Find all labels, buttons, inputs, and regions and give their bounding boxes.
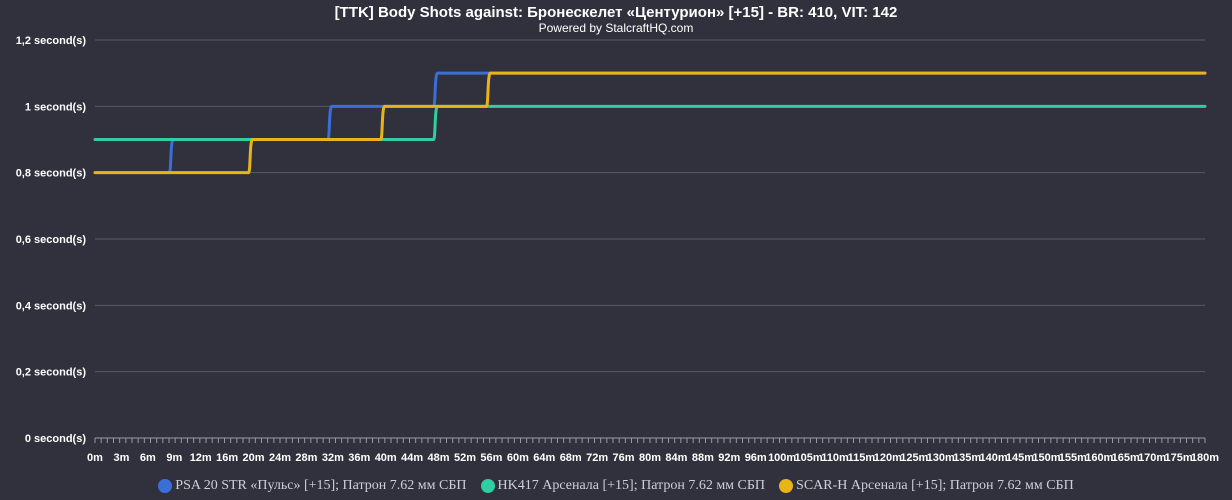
x-tick-label: 56m	[480, 452, 502, 464]
x-tick-label: 92m	[718, 452, 740, 464]
y-tick-label: 0,6 second(s)	[16, 234, 87, 246]
x-tick-label: 155m	[1059, 452, 1087, 464]
x-tick-label: 110m	[821, 452, 849, 464]
chart-title: [TTK] Body Shots against: Бронескелет «Ц…	[334, 4, 898, 21]
x-tick-label: 32m	[322, 452, 344, 464]
x-tick-label: 140m	[980, 452, 1008, 464]
legend-label: PSA 20 STR «Пульс» [+15]; Патрон 7.62 мм…	[175, 478, 467, 493]
legend-label: HK417 Арсенала [+15]; Патрон 7.62 мм СБП	[497, 478, 766, 493]
x-tick-label: 125m	[900, 452, 928, 464]
x-tick-label: 175m	[1165, 452, 1193, 464]
x-tick-label: 12m	[190, 452, 212, 464]
y-tick-label: 0 second(s)	[25, 433, 86, 445]
x-tick-label: 40m	[375, 452, 397, 464]
x-tick-label: 76m	[613, 452, 635, 464]
x-tick-label: 135m	[953, 452, 981, 464]
x-tick-label: 115m	[848, 452, 876, 464]
x-tick-label: 84m	[665, 452, 687, 464]
x-axis: 0m 3m 6m 9m 12m 16m 20m 24m 28m 32m 36m 40m 44m 48m 52…	[87, 438, 1219, 464]
x-tick-label: 88m	[692, 452, 714, 464]
series-layer	[93, 71, 1207, 175]
y-tick-label: 1,2 second(s)	[16, 35, 87, 47]
x-tick-label: 170m	[1138, 452, 1166, 464]
x-tick-label: 150m	[1032, 452, 1060, 464]
x-tick-label: 160m	[1085, 452, 1113, 464]
x-tick-label: 96m	[745, 452, 767, 464]
x-tick-label: 72m	[586, 452, 608, 464]
x-tick-label: 100m	[768, 452, 796, 464]
legend-swatch	[779, 479, 794, 493]
series-line-3[interactable]	[93, 71, 1207, 175]
x-tick-label: 145m	[1006, 452, 1034, 464]
legend: PSA 20 STR «Пульс» [+15]; Патрон 7.62 мм…	[0, 476, 1232, 496]
y-tick-label: 0,8 second(s)	[16, 168, 87, 180]
x-tick-label: 36m	[348, 452, 370, 464]
x-tick-label: 20m	[243, 452, 265, 464]
x-tick-label: 9m	[166, 452, 182, 464]
x-tick-label: 44m	[401, 452, 423, 464]
chart-subtitle: Powered by StalcraftHQ.com	[538, 21, 694, 35]
x-tick-label: 80m	[639, 452, 661, 464]
series-line-1[interactable]	[93, 71, 1207, 175]
legend-item[interactable]: HK417 Арсенала [+15]; Патрон 7.62 мм СБП	[480, 478, 766, 494]
x-tick-label: 68m	[560, 452, 582, 464]
x-tick-label: 180m	[1191, 452, 1219, 464]
legend-swatch	[158, 479, 173, 493]
x-tick-label: 48m	[428, 452, 450, 464]
x-tick-label: 52m	[454, 452, 476, 464]
y-tick-label: 0,4 second(s)	[16, 300, 87, 312]
y-tick-label: 0,2 second(s)	[16, 367, 87, 379]
legend-item[interactable]: PSA 20 STR «Пульс» [+15]; Патрон 7.62 мм…	[158, 478, 467, 494]
x-tick-label: 3m	[113, 452, 129, 464]
x-tick-label: 16m	[216, 452, 238, 464]
x-tick-label: 130m	[927, 452, 955, 464]
x-tick-label: 165m	[1112, 452, 1140, 464]
x-tick-label: 60m	[507, 452, 529, 464]
x-tick-label: 28m	[295, 452, 317, 464]
legend-label: SCAR-H Арсенала [+15]; Патрон 7.62 мм СБ…	[796, 478, 1074, 493]
x-tick-label: 64m	[533, 452, 555, 464]
legend-item[interactable]: SCAR-H Арсенала [+15]; Патрон 7.62 мм СБ…	[779, 478, 1074, 494]
y-tick-label: 1 second(s)	[25, 101, 86, 113]
series-line-2[interactable]	[93, 104, 1207, 141]
y-axis: 0 second(s) 0,2 second(s) 0,4 second(s) 0,6…	[16, 35, 87, 445]
plot-area: 0 second(s) 0,2 second(s) 0,4 second(s) 0,6…	[16, 35, 1220, 464]
x-tick-label: 6m	[140, 452, 156, 464]
x-tick-label: 105m	[795, 452, 823, 464]
x-tick-label: 0m	[87, 452, 103, 464]
legend-swatch	[480, 479, 495, 493]
x-tick-label: 120m	[874, 452, 902, 464]
x-tick-label: 24m	[269, 452, 291, 464]
grid-layer	[95, 39, 1205, 439]
